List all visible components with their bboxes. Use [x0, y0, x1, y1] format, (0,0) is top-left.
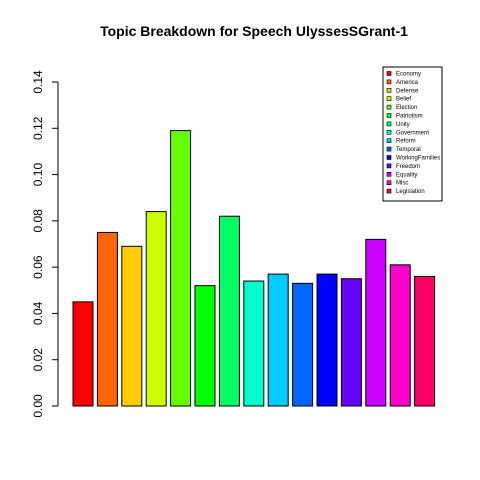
legend-label: Government: [396, 130, 429, 136]
chart-title: Topic Breakdown for Speech UlyssesSGrant…: [100, 23, 408, 39]
legend-box: [382, 66, 443, 202]
legend-swatch: [386, 96, 392, 101]
y-tick-label: 0.10: [31, 163, 45, 187]
bar-election: [170, 130, 192, 407]
y-tick-label: 0.12: [31, 116, 45, 140]
y-tick-label: 0.06: [31, 255, 45, 279]
bar-workingfamilies: [316, 273, 338, 407]
bar-defense: [121, 245, 143, 407]
bar-reform: [267, 273, 289, 407]
legend-swatch: [386, 172, 392, 177]
legend-label: Equality: [396, 172, 417, 178]
legend-swatch: [386, 188, 392, 194]
bar-legislation: [414, 275, 436, 407]
legend-label: Temporal: [396, 147, 421, 153]
y-tick-label: 0.00: [31, 394, 45, 418]
legend-swatch: [386, 121, 392, 127]
bar-temporal: [292, 282, 314, 407]
legend-swatch: [386, 71, 392, 76]
legend-swatch: [386, 155, 392, 160]
legend-swatch: [386, 130, 392, 135]
bar-unity: [218, 215, 240, 407]
legend-label: Patriotism: [396, 114, 423, 120]
y-tick-label: 0.14: [31, 70, 45, 94]
legend-label: Unity: [396, 122, 410, 128]
bar-belief: [145, 211, 167, 407]
bar-america: [96, 231, 118, 407]
legend-label: Belief: [396, 97, 411, 103]
legend-swatch: [386, 104, 392, 110]
bar-equality: [365, 238, 387, 407]
legend-label: Economy: [396, 72, 421, 78]
legend-label: WorkingFamilies: [396, 156, 440, 162]
legend-label: Freedom: [396, 164, 420, 170]
legend-swatch: [386, 180, 392, 185]
bar-misc: [389, 264, 411, 407]
bar-patriotism: [194, 285, 216, 407]
legend-label: Misc: [396, 181, 408, 187]
legend-swatch: [386, 138, 392, 143]
legend-swatch: [386, 146, 392, 152]
legend-label: Legislation: [396, 189, 425, 195]
y-tick-label: 0.04: [31, 301, 45, 325]
legend-label: Election: [396, 105, 417, 111]
legend-swatch: [386, 88, 392, 93]
legend-swatch: [386, 113, 392, 118]
legend: Economy America Defense Belief Election Patri…: [382, 66, 443, 202]
bar-freedom: [340, 278, 362, 407]
legend-label: America: [396, 80, 419, 86]
legend-label: Defense: [396, 88, 419, 94]
bar-economy: [72, 301, 94, 407]
bars: [72, 130, 436, 407]
y-axis: 0.00 0.02 0.04 0.06 0.08 0.10 0.12 0.14: [31, 70, 59, 418]
bar-government: [243, 280, 265, 407]
legend-swatch: [386, 163, 392, 169]
legend-swatch: [386, 79, 392, 85]
y-tick-label: 0.08: [31, 209, 45, 233]
y-tick-label: 0.02: [31, 348, 45, 372]
legend-label: Reform: [396, 139, 416, 145]
